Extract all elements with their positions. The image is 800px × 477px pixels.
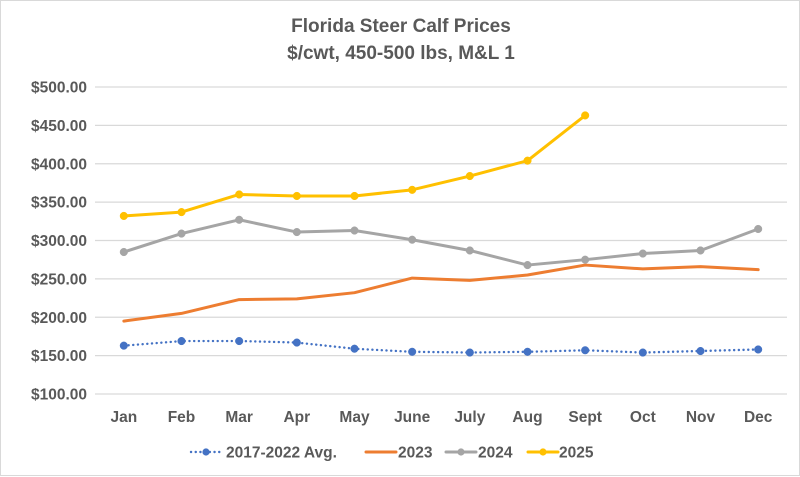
legend-label: 2025 [559,445,594,462]
data-point [235,336,244,346]
chart-subtitle: $/cwt, 450-500 lbs, M&L 1 [287,43,515,64]
data-point [292,338,301,347]
data-point [408,347,417,356]
data-point [581,255,590,264]
y-tick-label: $100.00 [31,387,87,404]
data-point [696,346,705,356]
series-line [122,339,760,354]
y-axis-ticks: $100.00 $150.00 $200.00 $250.00 $300.00 $350.… [31,80,87,404]
data-point [350,226,359,235]
legend: 2017-2022 Avg. 2023 2024 2025 [189,445,594,462]
data-point [119,247,128,257]
data-point [177,208,186,217]
legend-item[interactable]: 2023 [364,445,433,462]
data-point [696,246,705,255]
data-point [408,185,417,194]
x-tick-label: Aug [512,409,542,426]
y-tick-label: $250.00 [31,271,87,288]
x-tick-label: May [339,409,370,426]
data-point [177,229,186,238]
y-tick-label: $400.00 [31,156,87,173]
legend-item[interactable]: 2024 [444,445,513,462]
x-tick-label: Mar [225,409,253,426]
data-point [465,246,474,255]
x-tick-label: June [394,409,431,426]
data-point [350,344,359,353]
series-2024 [119,215,763,270]
gridlines [95,86,787,395]
y-tick-label: $200.00 [31,310,87,327]
data-point [465,348,474,357]
y-tick-label: $450.00 [31,118,87,135]
series-line [122,263,760,323]
y-tick-label: $500.00 [31,80,87,97]
data-point [638,348,647,357]
data-point [754,345,763,354]
data-point [177,336,186,346]
data-point [581,346,590,355]
series-line [122,113,587,218]
legend-label: 2023 [398,445,433,462]
data-point [292,191,301,201]
data-point [523,156,532,165]
legend-marker-icon [457,448,465,456]
data-point [465,171,474,181]
x-tick-label: Feb [168,409,196,426]
y-tick-label: $150.00 [31,348,87,365]
legend-label: 2024 [478,445,513,462]
data-point [292,228,301,237]
legend-item[interactable]: 2025 [526,445,594,462]
series-2023 [122,263,760,323]
x-tick-label: Oct [630,409,656,426]
data-point [581,111,590,120]
data-point [754,224,763,234]
series-2017-2022-avg- [119,336,763,357]
data-point [638,249,647,258]
chart-title: Florida Steer Calf Prices [291,16,511,37]
legend-marker-icon [539,448,547,456]
x-tick-label: Apr [283,409,310,426]
series-lines [119,111,763,357]
x-tick-label: Jan [110,409,137,426]
data-point [408,235,417,244]
data-point [235,190,244,199]
y-tick-label: $300.00 [31,233,87,250]
x-tick-label: Nov [686,409,716,426]
legend-marker-icon [202,448,210,456]
series-line [122,218,760,267]
legend-item[interactable]: 2017-2022 Avg. [189,445,337,462]
x-tick-label: July [454,409,485,426]
x-tick-label: Sept [568,409,602,426]
data-point [119,341,128,350]
legend-label: 2017-2022 Avg. [226,445,337,462]
data-point [119,211,128,220]
y-tick-label: $350.00 [31,195,87,212]
data-point [523,261,532,270]
data-point [350,191,359,201]
data-point [523,347,532,356]
data-point [235,215,244,224]
series-2025 [119,111,590,220]
x-tick-label: Dec [744,409,773,426]
x-axis-ticks: Jan Feb Mar Apr May June July Aug Sept Oct Nov Dec [110,409,772,426]
